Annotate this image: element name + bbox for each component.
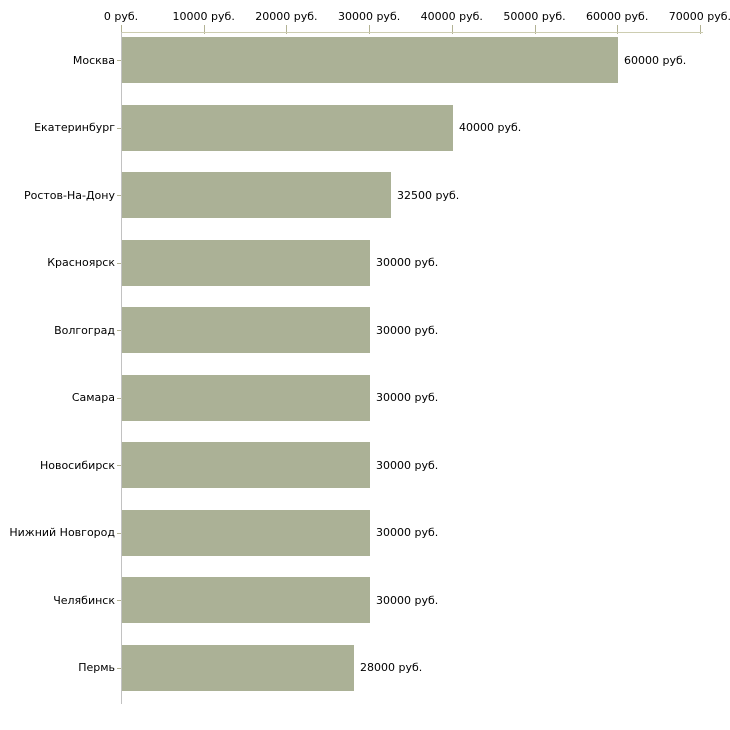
category-label-box: Самара: [0, 375, 121, 421]
value-label: 32500 руб.: [397, 188, 460, 202]
category-label: Ростов-На-Дону: [23, 188, 115, 202]
value-label-box: 30000 руб.: [376, 307, 438, 353]
value-label-box: 30000 руб.: [376, 510, 438, 556]
x-axis-tick-label: 30000 руб.: [337, 10, 401, 23]
category-label: Красноярск: [47, 256, 115, 269]
bar: [122, 442, 370, 488]
bar: [122, 577, 370, 623]
value-label-box: 60000 руб.: [624, 37, 686, 83]
y-axis-tick: [117, 600, 121, 601]
category-label-box: Нижний Новгород: [0, 510, 121, 556]
bar: [122, 644, 354, 691]
y-axis-tick: [117, 128, 121, 129]
bar: [122, 239, 370, 286]
category-label: Екатеринбург: [34, 121, 115, 134]
bar: [122, 37, 618, 83]
x-axis-tick: [286, 25, 288, 34]
category-label-box: Екатеринбург: [0, 105, 121, 151]
x-axis-tick-label: 0 руб.: [103, 10, 139, 23]
category-label: Москва: [72, 53, 115, 67]
x-axis-tick: [369, 25, 371, 34]
y-axis-tick: [117, 533, 121, 534]
value-label: 30000 руб.: [376, 593, 439, 607]
value-label-box: 30000 руб.: [376, 375, 438, 421]
bar: [122, 104, 453, 151]
category-label-box: Волгоград: [0, 307, 121, 353]
x-axis-tick: [617, 25, 619, 34]
category-label: Нижний Новгород: [9, 526, 115, 539]
value-label-box: 32500 руб.: [397, 172, 459, 218]
value-label: 30000 руб.: [376, 323, 439, 337]
x-axis-tick: [534, 25, 536, 34]
x-axis-tick-label: 10000 руб.: [172, 10, 235, 23]
category-label: Челябинск: [53, 593, 115, 607]
value-label-box: 30000 руб.: [376, 577, 438, 623]
value-label: 30000 руб.: [376, 526, 439, 539]
y-axis-tick: [117, 195, 121, 196]
category-label-box: Пермь: [0, 645, 121, 691]
x-axis-tick-label: 70000 руб.: [668, 10, 730, 23]
y-axis-tick: [117, 263, 121, 264]
category-label-box: Красноярск: [0, 240, 121, 286]
category-label-box: Москва: [0, 37, 121, 83]
x-axis-tick-label: 40000 руб.: [420, 10, 483, 23]
x-axis-line: [121, 32, 703, 33]
x-axis-tick: [121, 25, 122, 34]
x-axis-tick: [699, 25, 701, 34]
bar: [122, 509, 370, 556]
category-label: Самара: [71, 391, 115, 404]
category-label: Пермь: [78, 661, 115, 674]
value-label: 30000 руб.: [376, 458, 439, 472]
value-label: 30000 руб.: [376, 391, 439, 404]
value-label-box: 30000 руб.: [376, 442, 438, 488]
y-axis-tick: [117, 330, 121, 331]
x-axis-tick: [451, 25, 453, 34]
y-axis-tick: [117, 398, 121, 399]
bar: [122, 374, 370, 421]
y-axis-line: [121, 32, 122, 704]
category-label-box: Новосибирск: [0, 442, 121, 488]
bar: [122, 307, 370, 353]
x-axis-tick: [203, 25, 205, 34]
bar: [122, 172, 391, 218]
value-label: 28000 руб.: [360, 661, 423, 674]
x-axis-tick-label: 60000 руб.: [586, 10, 649, 23]
value-label-box: 28000 руб.: [360, 645, 422, 691]
x-axis-tick-label: 20000 руб.: [255, 10, 318, 23]
category-label: Новосибирск: [39, 458, 115, 472]
category-label-box: Челябинск: [0, 577, 121, 623]
value-label-box: 30000 руб.: [376, 240, 438, 286]
y-axis-tick: [117, 668, 121, 669]
value-label: 40000 руб.: [459, 121, 522, 134]
value-label: 30000 руб.: [376, 256, 439, 269]
y-axis-tick: [117, 465, 121, 466]
category-label: Волгоград: [54, 323, 115, 337]
category-label-box: Ростов-На-Дону: [0, 172, 121, 218]
value-label-box: 40000 руб.: [459, 105, 521, 151]
y-axis-tick: [117, 60, 121, 61]
x-axis-tick-label: 50000 руб.: [503, 10, 566, 23]
value-label: 60000 руб.: [624, 53, 687, 67]
